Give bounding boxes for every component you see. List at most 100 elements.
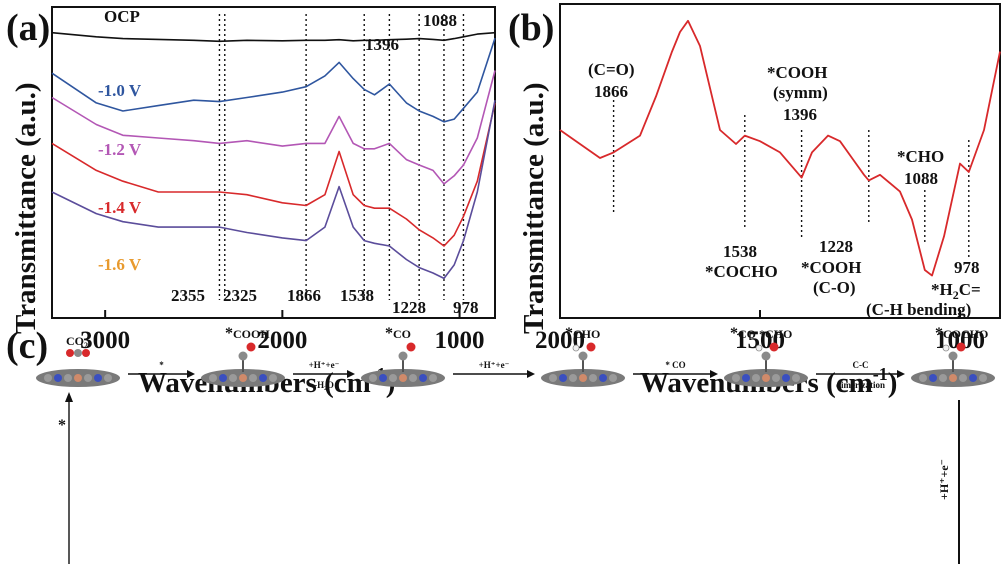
panel-a-series-line [51, 31, 496, 43]
arrow-top-label: +H⁺+e⁻ [309, 360, 340, 370]
ann-cooh-symm-num: 1396 [783, 105, 817, 124]
adsorbate-molecule [942, 342, 966, 372]
state-name: COCHO [943, 327, 988, 341]
reaction-arrow-head [347, 370, 355, 378]
slab-atom [74, 374, 82, 382]
slab-atom [919, 374, 927, 382]
ann-h2c-sub: 2 [953, 288, 959, 302]
slab-atom [379, 374, 387, 382]
panel-a-series-line [51, 37, 496, 123]
arrow-top-label: * [159, 360, 164, 370]
slab-atom [399, 374, 407, 382]
slab-atom [589, 374, 597, 382]
adsorbate-molecule [755, 342, 779, 372]
state-label: *COOH [225, 325, 270, 342]
state-name: COOH [233, 327, 270, 341]
slab-atom [939, 374, 947, 382]
adsorbate-molecule [238, 342, 256, 372]
slab-atom [929, 374, 937, 382]
slab-atom [419, 374, 427, 382]
state-name: CO [393, 327, 411, 341]
slab-atom [772, 374, 780, 382]
slab-atom [549, 374, 557, 382]
ann-cho-num: 1088 [904, 169, 938, 188]
panel-a-xticks: 3000 2000 1000 [80, 310, 485, 354]
reaction-arrow-head [710, 370, 718, 378]
ann-co: (C=O) [588, 60, 635, 79]
slab-atom [64, 374, 72, 382]
catalyst-slab [724, 369, 808, 387]
label-v12: -1.2 V [98, 140, 142, 159]
ann-cho: *CHO [897, 147, 944, 166]
state-prefix: * [730, 325, 738, 342]
slab-atom [369, 374, 377, 382]
panel-a-series-line [51, 70, 496, 185]
panel-b-reference-lines [612, 100, 970, 260]
slab-atom [949, 374, 957, 382]
ann-h2c-bending: (C-H bending) [866, 300, 971, 319]
arrow-top-label: +H⁺+e⁻ [479, 360, 510, 370]
panel-b-series-line [559, 19, 1001, 277]
down-arrow-label: +H⁺+e⁻ [937, 459, 951, 500]
state-name: CO [66, 334, 84, 348]
slab-atom [782, 374, 790, 382]
up-arrow-head [65, 392, 73, 402]
slab-atom [54, 374, 62, 382]
atom-c [398, 351, 408, 361]
slab-atom [389, 374, 397, 382]
state-label: *CO [385, 325, 411, 342]
slab-atom [209, 374, 217, 382]
ann-cooh-co-num: 1228 [819, 237, 853, 256]
peak-label-2325: 2325 [223, 286, 257, 305]
panel-b-series [559, 19, 1001, 277]
state-name: CHO [573, 327, 600, 341]
panel-c-tag: (c) [6, 325, 48, 367]
slab-atom [44, 374, 52, 382]
panel-a-series-line [51, 100, 496, 280]
state-label: *CO *CHO [730, 325, 792, 342]
atom-c [238, 351, 248, 361]
ann-h2c: *H2C= [931, 280, 981, 302]
panel-a-ylabel: Transmittance (a.u.) [10, 82, 42, 334]
atom-h [942, 344, 950, 352]
catalyst-slab [36, 369, 120, 387]
adsorbate-molecule [398, 342, 416, 372]
slab-atom [259, 374, 267, 382]
panel-c-scheme: CO2*COOH *CO *CHO *CO *CHO *COCHO* +H⁺+e⁻-H₂O… [36, 325, 995, 390]
slab-atom [94, 374, 102, 382]
atom-o [406, 342, 416, 352]
slab-atom [239, 374, 247, 382]
peak-label-1228-a: 1228 [392, 298, 426, 317]
peak-label-978-a: 978 [453, 298, 479, 317]
panel-a-series [51, 31, 496, 280]
slab-atom [104, 374, 112, 382]
ann-cooh-co: *COOH [801, 258, 861, 277]
peak-label-1866-a: 1866 [287, 286, 321, 305]
label-v10: -1.0 V [98, 81, 142, 100]
atom-c [578, 351, 588, 361]
label-v14: -1.4 V [98, 198, 142, 217]
slab-atom [269, 374, 277, 382]
slab-atom [762, 374, 770, 382]
reaction-arrow-head [527, 370, 535, 378]
ann-co-num: 1866 [594, 82, 628, 101]
ann-cocho-num: 1538 [723, 242, 757, 261]
slab-atom [429, 374, 437, 382]
atom-c [761, 351, 771, 361]
peak-label-1088-a: 1088 [423, 11, 457, 30]
slab-atom [559, 374, 567, 382]
atom-h [572, 344, 580, 352]
ann-cooh-symm: *COOH [767, 63, 827, 82]
up-arrow-label: * [58, 417, 66, 434]
state-label: CO2 [66, 334, 88, 350]
arrow-bottom-label: -H₂O [314, 380, 334, 390]
slab-atom [229, 374, 237, 382]
slab-atom [409, 374, 417, 382]
slab-atom [219, 374, 227, 382]
slab-atom [752, 374, 760, 382]
panel-b-tag: (b) [508, 7, 554, 49]
slab-atom [979, 374, 987, 382]
peak-label-1538-a: 1538 [340, 286, 374, 305]
